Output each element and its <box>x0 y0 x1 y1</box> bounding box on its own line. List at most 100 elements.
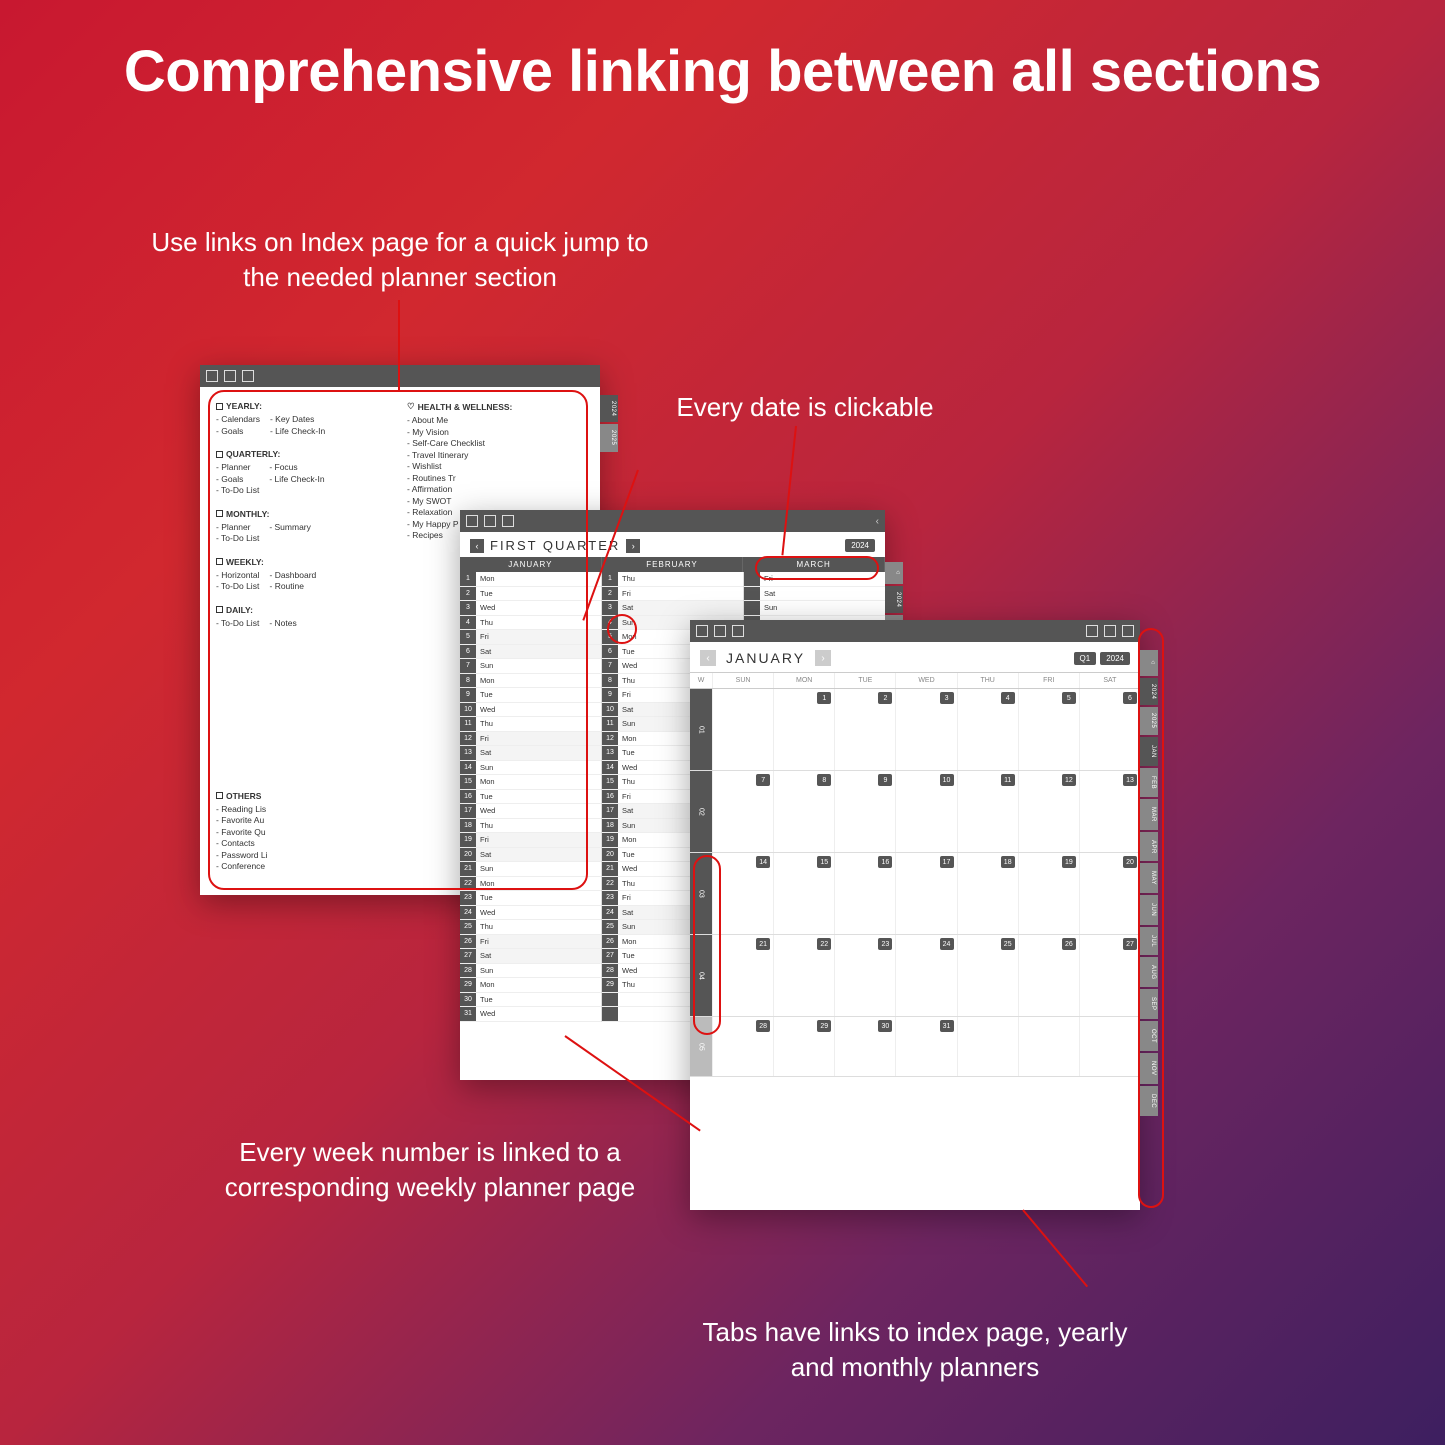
doc-icon[interactable] <box>502 515 514 527</box>
heart-icon[interactable] <box>484 515 496 527</box>
tab-mar[interactable]: MAR <box>1140 799 1158 830</box>
tab-feb[interactable]: FEB <box>1140 768 1158 797</box>
date-row[interactable]: 27Sat <box>460 949 601 964</box>
list-item[interactable]: Planner <box>216 462 259 472</box>
tab-2024[interactable]: 2024 <box>600 395 618 422</box>
week-number[interactable]: 03 <box>690 853 712 934</box>
doc-icon[interactable] <box>732 625 744 637</box>
home-icon[interactable] <box>466 515 478 527</box>
week-number[interactable]: 05 <box>690 1017 712 1076</box>
date-row[interactable]: 7Sun <box>460 659 601 674</box>
list-item[interactable]: Life Check-In <box>269 474 324 484</box>
list-item[interactable]: Focus <box>269 462 324 472</box>
prev-button[interactable]: ‹ <box>700 650 716 666</box>
date-row[interactable]: 8Mon <box>460 674 601 689</box>
date-row[interactable]: 28Sun <box>460 964 601 979</box>
prev-button[interactable]: ‹ <box>470 539 484 553</box>
day-cell[interactable]: 3 <box>895 689 956 770</box>
month-mar[interactable]: MARCH <box>743 557 885 572</box>
home-icon[interactable] <box>696 625 708 637</box>
list-item[interactable]: Affirmation <box>407 484 584 494</box>
list-item[interactable]: Routine <box>269 581 316 591</box>
month-feb[interactable]: FEBRUARY <box>602 557 744 572</box>
day-cell[interactable]: 5 <box>1018 689 1079 770</box>
day-cell[interactable]: 17 <box>895 853 956 934</box>
date-row[interactable]: 23Tue <box>460 891 601 906</box>
day-cell[interactable]: 9 <box>834 771 895 852</box>
next-button[interactable]: › <box>815 650 831 666</box>
date-row[interactable]: Sun <box>744 601 885 616</box>
day-cell[interactable]: 14 <box>712 853 773 934</box>
day-cell[interactable]: 7 <box>712 771 773 852</box>
date-row[interactable]: 22Mon <box>460 877 601 892</box>
date-row[interactable]: 9Tue <box>460 688 601 703</box>
grid-icon[interactable] <box>1086 625 1098 637</box>
day-cell[interactable]: 23 <box>834 935 895 1016</box>
date-row[interactable]: 10Wed <box>460 703 601 718</box>
chevron-left-icon[interactable]: ‹ <box>876 516 879 527</box>
heart-icon[interactable] <box>714 625 726 637</box>
tab-oct[interactable]: OCT <box>1140 1021 1158 1051</box>
date-row[interactable]: 5Fri <box>460 630 601 645</box>
day-cell[interactable]: 24 <box>895 935 956 1016</box>
day-cell[interactable]: 1 <box>773 689 834 770</box>
tab-apr[interactable]: APR <box>1140 832 1158 862</box>
date-row[interactable]: 2Tue <box>460 587 601 602</box>
date-row[interactable]: 26Fri <box>460 935 601 950</box>
quarter-pill[interactable]: Q1 <box>1074 652 1097 665</box>
day-cell[interactable] <box>712 689 773 770</box>
day-cell[interactable] <box>957 1017 1018 1076</box>
tab-2024[interactable]: 2024 <box>885 586 903 613</box>
list-item[interactable]: To-Do List <box>216 618 259 628</box>
date-row[interactable]: 15Mon <box>460 775 601 790</box>
day-cell[interactable]: 31 <box>895 1017 956 1076</box>
list-item[interactable]: Dashboard <box>269 570 316 580</box>
doc-icon[interactable] <box>242 370 254 382</box>
list-item[interactable]: Travel Itinerary <box>407 450 584 460</box>
tab-2025[interactable]: 2025 <box>1140 707 1158 734</box>
date-row[interactable]: 14Sun <box>460 761 601 776</box>
next-button[interactable]: › <box>626 539 640 553</box>
day-cell[interactable]: 22 <box>773 935 834 1016</box>
date-row[interactable]: 12Fri <box>460 732 601 747</box>
date-row[interactable]: 30Tue <box>460 993 601 1008</box>
list-item[interactable]: Planner <box>216 522 259 532</box>
day-cell[interactable]: 29 <box>773 1017 834 1076</box>
day-cell[interactable] <box>1018 1017 1079 1076</box>
day-cell[interactable]: 8 <box>773 771 834 852</box>
week-number[interactable]: 01 <box>690 689 712 770</box>
day-cell[interactable]: 13 <box>1079 771 1140 852</box>
date-row[interactable]: 21Sun <box>460 862 601 877</box>
list-item[interactable]: Routines Tr <box>407 473 584 483</box>
date-row[interactable]: 1Thu <box>602 572 743 587</box>
date-row[interactable]: 20Sat <box>460 848 601 863</box>
list-item[interactable]: About Me <box>407 415 584 425</box>
day-cell[interactable]: 15 <box>773 853 834 934</box>
date-row[interactable]: 31Wed <box>460 1007 601 1022</box>
day-cell[interactable]: 28 <box>712 1017 773 1076</box>
tab-2024[interactable]: 2024 <box>1140 678 1158 705</box>
week-number[interactable]: 04 <box>690 935 712 1016</box>
day-cell[interactable]: 12 <box>1018 771 1079 852</box>
date-row[interactable]: 18Thu <box>460 819 601 834</box>
day-cell[interactable]: 25 <box>957 935 1018 1016</box>
date-row[interactable]: 11Thu <box>460 717 601 732</box>
day-cell[interactable]: 4 <box>957 689 1018 770</box>
tab-2025[interactable]: 2025 <box>600 424 618 451</box>
date-row[interactable]: 3Wed <box>460 601 601 616</box>
day-cell[interactable]: 6 <box>1079 689 1140 770</box>
list-item[interactable]: Wishlist <box>407 461 584 471</box>
list-item[interactable]: To-Do List <box>216 485 259 495</box>
day-cell[interactable]: 27 <box>1079 935 1140 1016</box>
day-cell[interactable]: 19 <box>1018 853 1079 934</box>
day-cell[interactable]: 2 <box>834 689 895 770</box>
day-cell[interactable]: 18 <box>957 853 1018 934</box>
list-item[interactable]: Key Dates <box>270 414 325 424</box>
tab-sep[interactable]: SEP <box>1140 989 1158 1019</box>
tab-aug[interactable]: AUG <box>1140 957 1158 988</box>
list-icon[interactable] <box>1104 625 1116 637</box>
tab-jul[interactable]: JUL <box>1140 927 1158 955</box>
day-cell[interactable]: 10 <box>895 771 956 852</box>
year-pill[interactable]: 2024 <box>1100 652 1130 665</box>
list-item[interactable]: Self-Care Checklist <box>407 438 584 448</box>
